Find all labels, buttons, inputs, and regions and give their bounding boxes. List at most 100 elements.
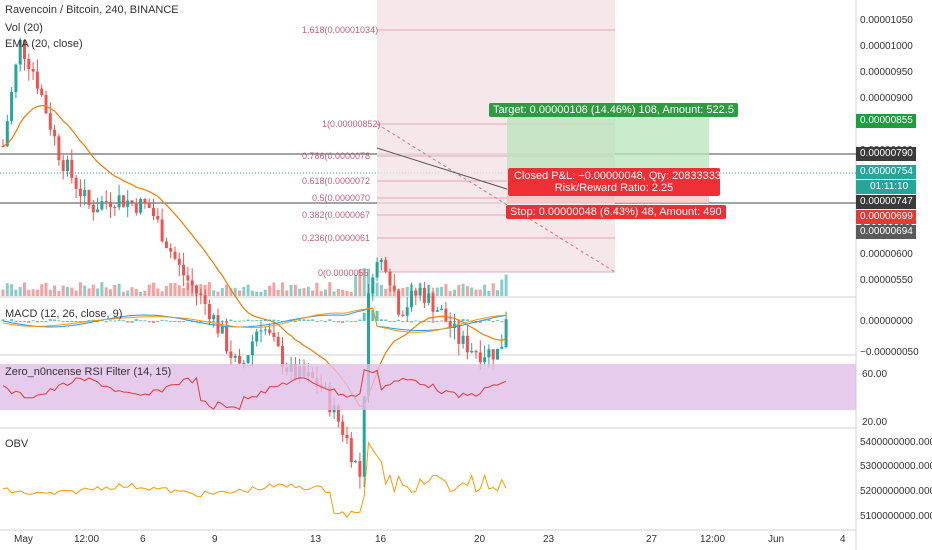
macd-histogram-bar: [220, 321, 224, 323]
candle-body: [233, 355, 237, 358]
macd-histogram-bar: [207, 321, 211, 322]
chart-title[interactable]: Ravencoin / Bitcoin, 240, BINANCE: [5, 4, 179, 16]
time-axis-tick: 13: [310, 534, 322, 545]
candle-body: [281, 346, 284, 368]
time-axis-tick: 4: [840, 534, 846, 545]
fib-ext-label: 1.618(0.00001034): [302, 25, 379, 35]
macd-legend[interactable]: MACD (12, 26, close, 9): [5, 308, 123, 320]
obv-pane: [2, 441, 507, 518]
volume-bar: [259, 291, 263, 296]
candle-body: [457, 323, 461, 344]
candle-body: [177, 258, 181, 265]
volume-bar: [212, 290, 216, 296]
volume-bar: [18, 287, 22, 296]
macd-line: [2, 307, 507, 331]
macd-histogram-bar: [435, 321, 439, 322]
volume-bar: [134, 289, 138, 296]
obv-axis-5300: 5300000000.000: [860, 461, 932, 472]
volume-bar: [311, 290, 315, 296]
candle-body: [358, 461, 362, 477]
macd-histogram-bar: [478, 321, 482, 323]
ema-legend[interactable]: EMA (20, close): [5, 38, 83, 50]
candle-body: [371, 277, 375, 294]
candle-body: [164, 241, 168, 249]
candle-body: [156, 216, 160, 220]
macd-histogram-bar: [109, 320, 112, 322]
time-axis-tick: 9: [212, 534, 218, 545]
macd-histogram-bar: [250, 320, 254, 322]
candle-body: [375, 262, 379, 278]
volume-bar: [96, 288, 100, 296]
candle-body: [263, 329, 267, 331]
rsi-legend[interactable]: Zero_n0ncense RSI Filter (14, 15): [5, 366, 172, 378]
volume-bar: [156, 288, 160, 296]
volume-bar: [238, 290, 241, 296]
macd-histogram-bar: [130, 321, 134, 323]
volume-bar: [276, 289, 280, 296]
volume-bar: [83, 285, 87, 296]
volume-bar: [14, 289, 18, 296]
candle-body: [491, 349, 495, 360]
target-label[interactable]: Target: 0.00000108 (14.46%) 108, Amount:…: [489, 103, 738, 117]
candle-body: [160, 219, 164, 242]
candle-body: [225, 326, 229, 352]
candle-body: [487, 349, 491, 358]
candle-body: [427, 293, 431, 303]
volume-bar: [336, 288, 340, 296]
candle-body: [268, 329, 272, 333]
volume-bar: [392, 288, 396, 296]
candle-body: [388, 271, 392, 286]
candle-body: [431, 293, 435, 312]
macd-histogram-bar: [233, 320, 237, 322]
volume-bar: [465, 286, 469, 296]
candle-body: [422, 287, 426, 303]
volume-bar: [10, 284, 14, 296]
candle-body: [259, 330, 263, 332]
volume-bar: [367, 268, 370, 296]
stop-label[interactable]: Stop: 0.00000048 (6.43%) 48, Amount: 490: [506, 205, 726, 219]
candle-body: [500, 346, 504, 349]
macd-axis-neg: −0.00000050: [860, 347, 919, 358]
volume-bar: [298, 288, 302, 296]
volume-bar: [121, 291, 125, 296]
macd-histogram-bar: [388, 321, 392, 322]
macd-histogram-bar: [448, 321, 452, 322]
closed-pnl-box[interactable]: Closed P&L: −0.00000048, Qty: 20833333 R…: [508, 168, 721, 196]
macd-histogram-bar: [10, 319, 14, 321]
macd-histogram-bar: [457, 321, 461, 323]
candle-body: [134, 202, 138, 213]
macd-histogram-bar: [242, 320, 246, 322]
volume-bar: [182, 287, 186, 296]
volume-bar: [169, 282, 173, 296]
candle-body: [104, 201, 108, 203]
obv-legend[interactable]: OBV: [5, 438, 29, 450]
candle-body: [384, 259, 388, 272]
obv-axis-5400: 5400000000.000: [860, 437, 932, 448]
price-axis-tick: 0.00001000: [860, 41, 913, 52]
volume-bar: [23, 282, 26, 296]
candle-body: [354, 461, 358, 463]
macd-histogram-bar: [173, 321, 177, 322]
volume-bar: [31, 289, 35, 296]
candle-body: [345, 434, 349, 439]
vol-legend[interactable]: Vol (20): [5, 22, 43, 34]
candle-body: [70, 159, 74, 178]
macd-histogram-bar: [410, 321, 413, 323]
countdown-tag: 01:11:10: [856, 180, 916, 194]
volume-bar: [289, 284, 293, 296]
macd-histogram-bar: [276, 320, 280, 322]
macd-signal-line: [2, 307, 507, 333]
volume-bar: [444, 284, 448, 296]
candle-body: [53, 129, 57, 137]
volume-bar: [478, 289, 482, 296]
volume-bar: [332, 291, 336, 296]
candle-body: [470, 350, 474, 353]
macd-histogram-bar: [164, 320, 168, 322]
macd-histogram-bar: [272, 319, 276, 321]
volume-bar: [328, 282, 332, 296]
candle-body: [483, 357, 487, 363]
macd-histogram-bar: [422, 321, 426, 322]
volume-bar: [250, 290, 254, 296]
volume-bar: [104, 287, 108, 296]
